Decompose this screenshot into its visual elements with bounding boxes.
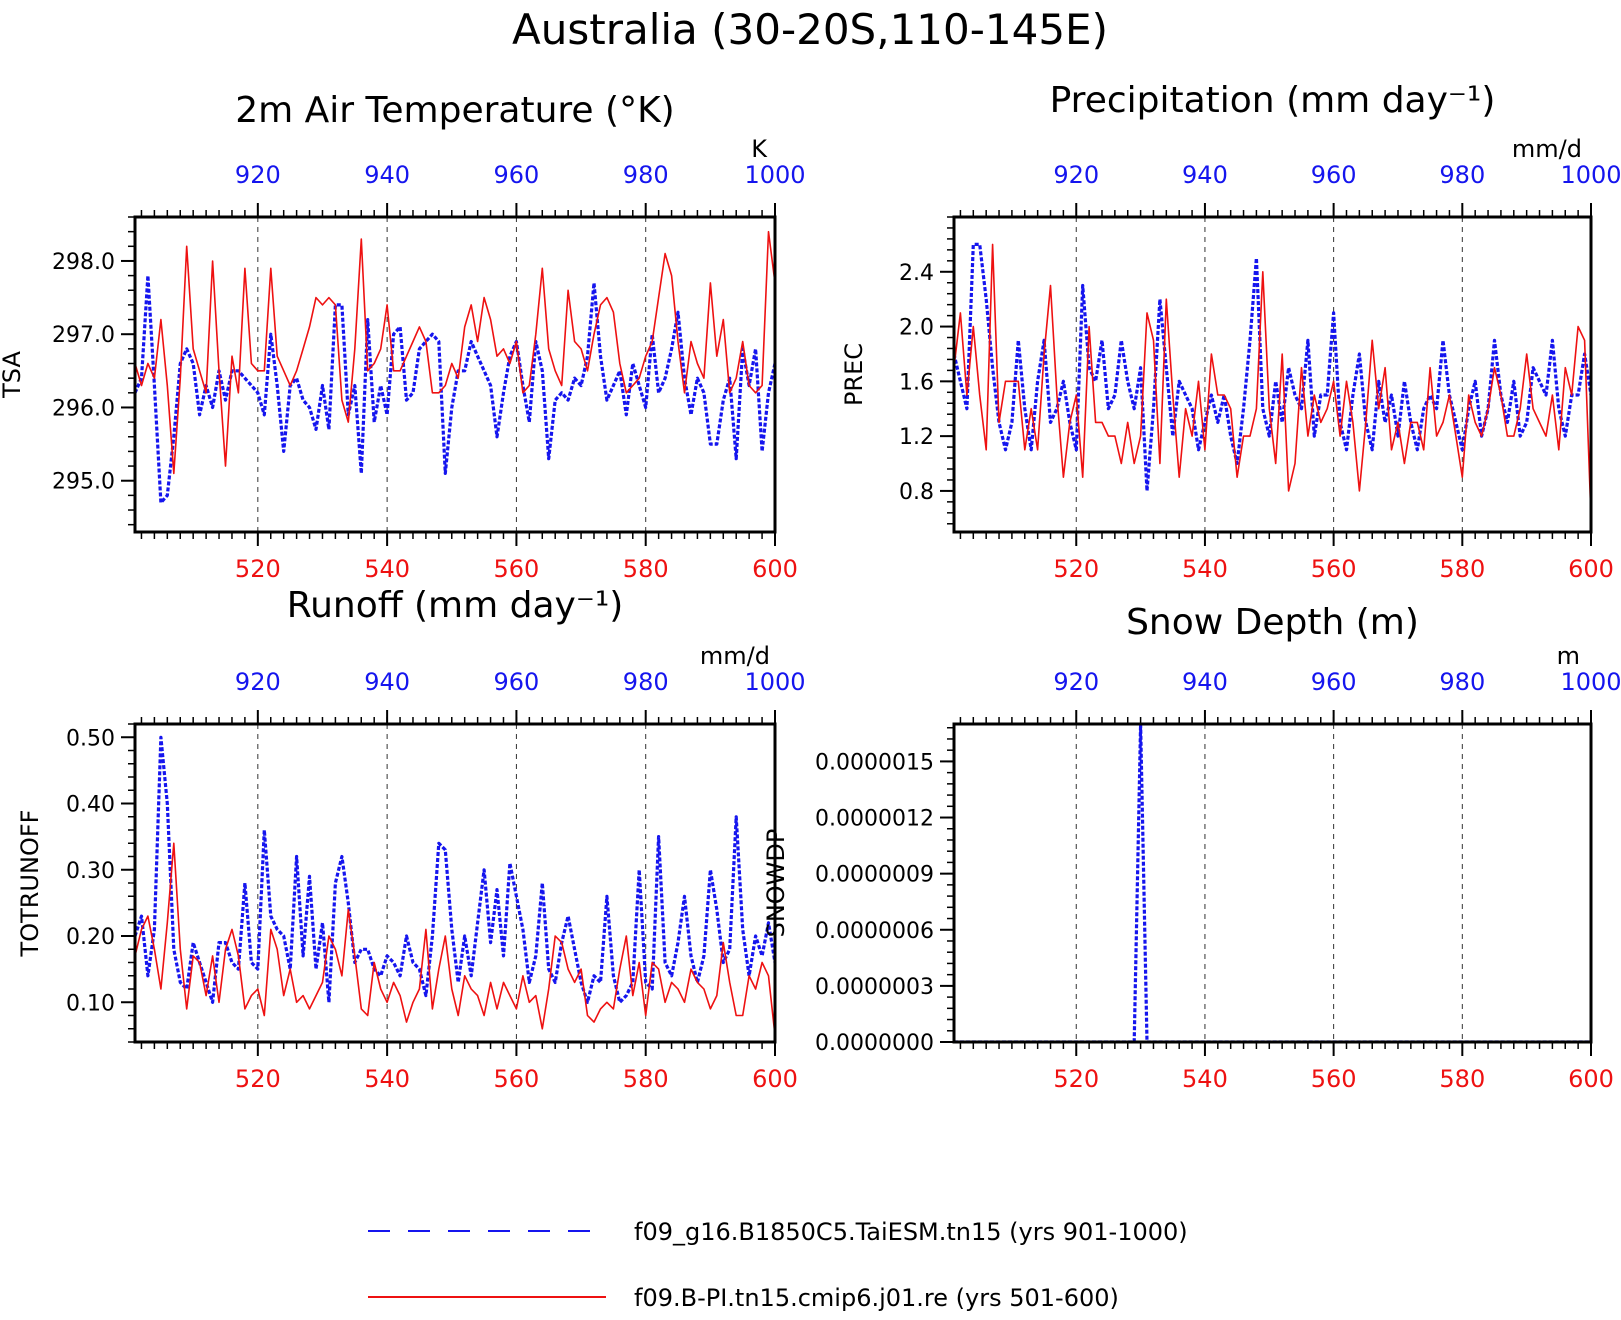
x-bottom-tick-label: 540 [1182,555,1228,583]
legend: f09_g16.B1850C5.TaiESM.tn15 (yrs 901-100… [368,1218,1188,1312]
y-tick-label: 0.0000006 [815,919,934,944]
y-tick-label: 298.0 [52,250,115,275]
plot-frame [952,722,1593,1044]
legend-label-model-a: f09_g16.B1850C5.TaiESM.tn15 (yrs 901-100… [634,1218,1188,1246]
x-top-tick-label: 960 [494,668,540,696]
y-tick-label: 0.0000003 [815,975,934,1000]
precipitation-panel: Precipitation (mm day⁻¹) mm/d PREC 520 540 56… [840,80,1621,583]
y-tick-label: 1.2 [899,425,934,450]
series-line-model-a [954,242,1591,493]
series-line-model-b [135,842,775,1036]
y-axis-label: TOTRUNOFF [16,810,44,958]
x-bottom-tick-label: 600 [1568,1065,1614,1093]
y-tick-label: 0.10 [66,991,115,1016]
y-tick-label: 0.8 [899,480,934,505]
x-top-tick-label: 1000 [1560,668,1621,696]
x-bottom-tick-label: 520 [235,555,281,583]
units-label: mm/d [700,642,770,670]
figure-title: Australia (30-20S,110-145E) [512,5,1108,54]
x-bottom-tick-label: 560 [494,555,540,583]
x-bottom-tick-label: 540 [1182,1065,1228,1093]
series-line-model-a [135,274,775,505]
panel-title: Snow Depth (m) [1126,602,1419,643]
x-bottom-tick-label: 540 [364,1065,410,1093]
x-bottom-tick-label: 600 [752,555,798,583]
x-bottom-tick-label: 560 [1311,555,1357,583]
y-tick-label: 297.0 [52,323,115,348]
x-bottom-tick-label: 520 [1053,1065,1099,1093]
y-tick-label: 295.0 [52,470,115,495]
x-top-tick-label: 940 [1182,161,1228,189]
panel-title: Runoff (mm day⁻¹) [287,585,624,626]
x-bottom-tick-label: 560 [1311,1065,1357,1093]
x-bottom-tick-label: 540 [364,555,410,583]
x-top-tick-label: 1000 [1560,161,1621,189]
x-bottom-tick-label: 520 [1053,555,1099,583]
y-tick-label: 296.0 [52,396,115,421]
x-top-tick-label: 960 [494,161,540,189]
x-top-tick-label: 940 [364,161,410,189]
x-top-tick-label: 920 [235,161,281,189]
y-tick-label: 0.40 [66,793,115,818]
legend-label-model-b: f09.B-PI.tn15.cmip6.j01.re (yrs 501-600) [634,1284,1119,1312]
y-tick-label: 0.20 [66,925,115,950]
y-tick-label: 0.30 [66,859,115,884]
series-line-model-b [135,230,775,475]
x-top-tick-label: 920 [1053,668,1099,696]
x-top-tick-label: 960 [1311,161,1357,189]
panel-title: 2m Air Temperature (°K) [235,90,674,131]
y-axis-label: SNOWDP [762,829,790,938]
plot-frame [133,215,777,534]
y-axis-label: PREC [840,343,868,406]
x-bottom-tick-label: 520 [235,1065,281,1093]
x-top-tick-label: 980 [623,668,669,696]
x-top-tick-label: 960 [1311,668,1357,696]
series-line-model-b [954,243,1591,519]
panel-title: Precipitation (mm day⁻¹) [1050,80,1496,121]
runoff-panel: Runoff (mm day⁻¹) mm/d TOTRUNOFF 520 540 560 5… [16,585,806,1093]
x-top-tick-label: 980 [1439,161,1485,189]
x-bottom-tick-label: 580 [623,555,669,583]
x-bottom-tick-label: 580 [623,1065,669,1093]
x-top-tick-label: 920 [1053,161,1099,189]
units-label: mm/d [1512,135,1582,163]
snow-depth-panel: Snow Depth (m) m SNOWDP 520 540 560 580 600 920 9… [762,602,1621,1093]
x-bottom-tick-label: 580 [1439,555,1485,583]
x-top-tick-label: 980 [1439,668,1485,696]
units-label: K [751,135,768,163]
x-top-tick-label: 940 [364,668,410,696]
units-label: m [1557,642,1580,670]
x-bottom-tick-label: 600 [752,1065,798,1093]
y-tick-label: 0.0000012 [815,807,934,832]
plot-frame [952,215,1593,534]
x-bottom-tick-label: 600 [1568,555,1614,583]
x-bottom-tick-label: 560 [494,1065,540,1093]
y-tick-label: 0.0000000 [815,1031,934,1056]
y-tick-label: 2.4 [899,261,934,286]
y-tick-label: 0.50 [66,726,115,751]
y-tick-label: 2.0 [899,316,934,341]
x-top-tick-label: 940 [1182,668,1228,696]
plot-frame [133,722,777,1044]
y-axis-label: TSA [0,351,26,399]
series-line-model-a [135,735,775,1004]
y-tick-label: 0.0000015 [815,750,934,775]
x-top-tick-label: 980 [623,161,669,189]
y-tick-label: 0.0000009 [815,863,934,888]
x-top-tick-label: 920 [235,668,281,696]
temperature-panel: 2m Air Temperature (°K) K TSA 520 540 560 580 6… [0,90,806,583]
x-top-tick-label: 1000 [744,668,805,696]
x-top-tick-label: 1000 [744,161,805,189]
y-tick-label: 1.6 [899,370,934,395]
x-bottom-tick-label: 580 [1439,1065,1485,1093]
series-line-model-a [954,724,1591,1042]
